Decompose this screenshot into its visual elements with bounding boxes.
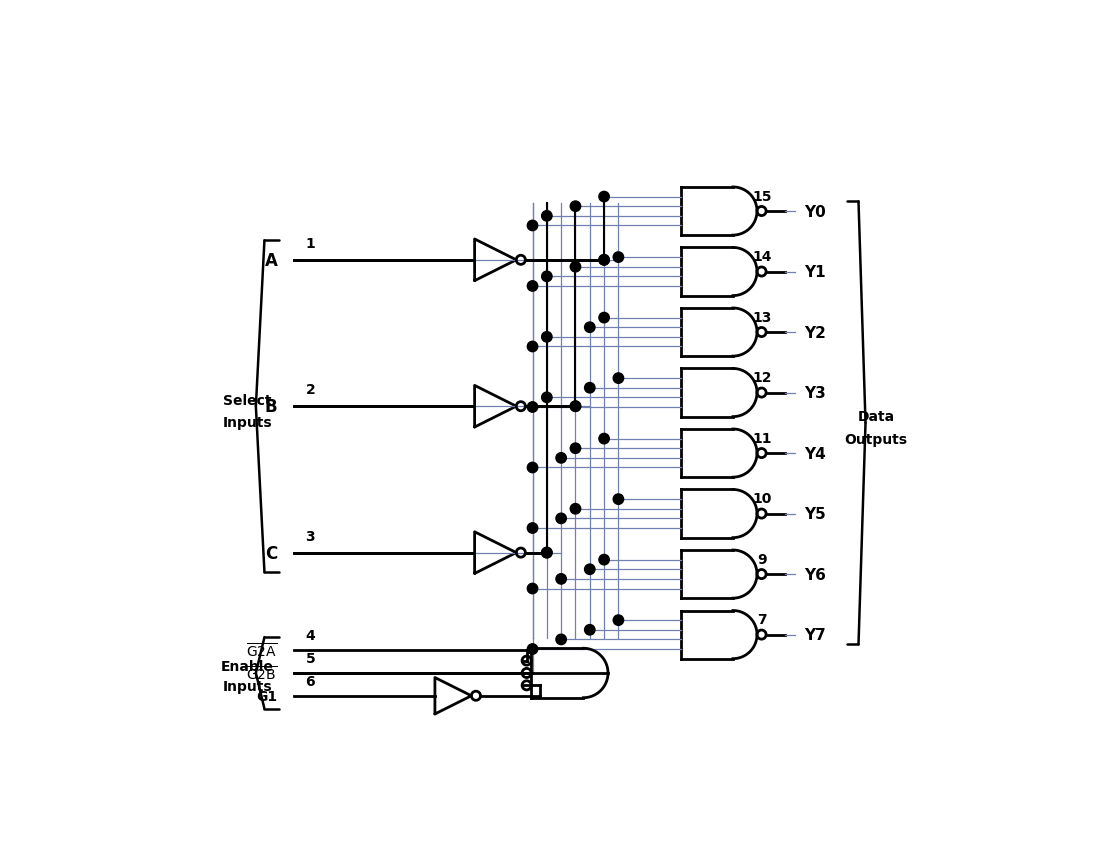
Text: 4: 4	[306, 629, 316, 642]
Circle shape	[570, 202, 581, 212]
Circle shape	[527, 221, 538, 231]
Circle shape	[527, 523, 538, 533]
Text: Inputs: Inputs	[222, 416, 273, 430]
Text: Y4: Y4	[804, 446, 826, 461]
Circle shape	[613, 495, 624, 505]
Text: 13: 13	[752, 311, 772, 324]
Circle shape	[541, 392, 552, 403]
Circle shape	[584, 383, 595, 393]
Circle shape	[613, 252, 624, 263]
Circle shape	[613, 373, 624, 384]
Text: 11: 11	[752, 431, 772, 445]
Circle shape	[598, 555, 609, 565]
Text: 10: 10	[752, 491, 772, 506]
Text: 6: 6	[306, 674, 315, 688]
Text: Y0: Y0	[804, 204, 826, 219]
Circle shape	[541, 548, 552, 558]
Text: Inputs: Inputs	[222, 679, 273, 693]
Circle shape	[570, 402, 581, 412]
Text: A: A	[265, 252, 277, 269]
Text: Y5: Y5	[804, 506, 826, 522]
Circle shape	[541, 211, 552, 222]
Circle shape	[584, 322, 595, 333]
Text: B: B	[265, 398, 277, 416]
Circle shape	[598, 255, 609, 266]
Text: Y6: Y6	[804, 567, 826, 582]
Text: 1: 1	[306, 237, 316, 251]
Text: $\overline{\rm G2B}$: $\overline{\rm G2B}$	[246, 664, 277, 682]
Text: $\overline{\rm G2A}$: $\overline{\rm G2A}$	[246, 641, 277, 659]
Circle shape	[556, 513, 566, 524]
Text: Y1: Y1	[804, 265, 826, 279]
Circle shape	[570, 262, 581, 273]
Circle shape	[556, 635, 566, 645]
Circle shape	[556, 453, 566, 463]
Circle shape	[527, 583, 538, 594]
Text: Select: Select	[223, 393, 272, 407]
Circle shape	[556, 574, 566, 584]
Circle shape	[527, 644, 538, 654]
Circle shape	[527, 403, 538, 413]
Text: C: C	[265, 544, 277, 562]
Text: Outputs: Outputs	[845, 433, 908, 446]
Circle shape	[541, 272, 552, 282]
Text: 5: 5	[306, 652, 316, 665]
Circle shape	[570, 402, 581, 412]
Text: 9: 9	[758, 552, 767, 566]
Circle shape	[613, 615, 624, 625]
Circle shape	[527, 463, 538, 473]
Circle shape	[541, 548, 552, 558]
Circle shape	[584, 625, 595, 636]
Text: Data: Data	[858, 410, 894, 424]
Text: G1: G1	[256, 689, 277, 703]
Text: Y3: Y3	[804, 386, 826, 401]
Circle shape	[570, 504, 581, 514]
Text: 7: 7	[758, 613, 767, 626]
Circle shape	[598, 192, 609, 203]
Circle shape	[541, 333, 552, 343]
Circle shape	[527, 281, 538, 292]
Text: 14: 14	[752, 250, 772, 263]
Text: 12: 12	[752, 371, 772, 385]
Circle shape	[598, 434, 609, 444]
Text: 2: 2	[306, 383, 316, 397]
Circle shape	[570, 443, 581, 454]
Circle shape	[527, 342, 538, 352]
Text: Enable: Enable	[221, 660, 274, 674]
Circle shape	[598, 255, 609, 266]
Text: 3: 3	[306, 529, 315, 544]
Circle shape	[584, 565, 595, 575]
Circle shape	[598, 313, 609, 323]
Text: Y7: Y7	[804, 627, 826, 642]
Text: Y2: Y2	[804, 325, 826, 340]
Text: 15: 15	[752, 189, 772, 203]
